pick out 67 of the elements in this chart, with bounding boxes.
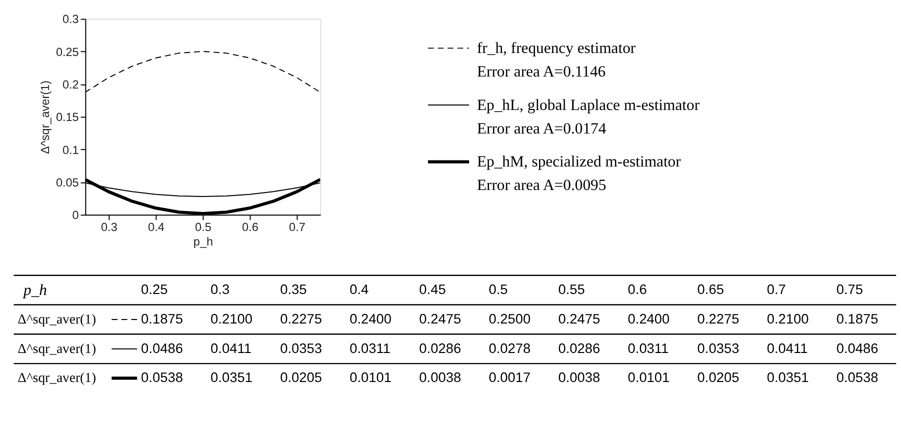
x-tick-label: 0.6	[242, 220, 259, 234]
data-label: 0.2100	[766, 311, 810, 326]
x-axis-title: p_h	[22, 282, 48, 299]
text: Error area A=0.0174	[476, 120, 606, 138]
x-tick-label: 0.4	[148, 220, 165, 234]
data-label: 0.0286	[419, 340, 462, 356]
y-tick-label: 0.2	[62, 78, 79, 92]
legend-label: Ep_hL, global Laplace m-estimator	[476, 96, 700, 114]
y-tick-label: Δ^sqr_aver(1)	[18, 311, 96, 326]
data-label: 0.0351	[210, 370, 252, 386]
legend-label: fr_h, frequency estimator	[476, 40, 636, 58]
x-tick-label: 0.4	[350, 282, 370, 297]
x-tick-label: 0.65	[697, 282, 724, 297]
x-tick-label: 0.35	[280, 282, 308, 297]
y-tick-label: 0.25	[56, 46, 80, 59]
data-label: 0.0311	[350, 340, 391, 356]
data-label: 0.0017	[488, 370, 531, 386]
y-tick-label: Δ^sqr_aver(1)	[18, 370, 96, 386]
data-label: 0.0411	[766, 340, 808, 356]
x-tick-label: 0.75	[836, 282, 864, 297]
data-label: 0.0205	[280, 370, 322, 386]
x-tick-label: 0.25	[141, 282, 168, 297]
data-label: 0.1875	[836, 311, 879, 326]
data-label: 0.0538	[836, 370, 879, 386]
data-label: 0.0101	[628, 370, 670, 386]
x-tick-label: 0.45	[419, 282, 446, 297]
text: Error area A=0.1146	[476, 64, 606, 81]
data-label: 0.0038	[419, 370, 462, 386]
y-tick-label: 0.05	[56, 176, 80, 190]
data-label: 0.2100	[210, 311, 253, 326]
data-label: 0.0101	[350, 370, 392, 386]
y-tick-label: 0	[72, 209, 80, 222]
data-label: 0.2475	[558, 311, 601, 326]
data-label: 0.2275	[697, 311, 740, 326]
x-tick-label: 0.7	[289, 220, 306, 234]
legend-label: Ep_hM, specialized m-estimator	[476, 154, 682, 171]
y-tick-label: 0.3	[62, 13, 80, 26]
data-label: 0.0486	[836, 340, 879, 356]
data-label: 0.2400	[628, 311, 670, 326]
x-tick-label: 0.55	[558, 282, 586, 297]
x-tick-label: 0.6	[628, 282, 648, 297]
x-tick-label: 0.3	[101, 220, 118, 234]
y-tick-label: Δ^sqr_aver(1)	[18, 340, 96, 356]
data-label: 0.0411	[210, 340, 252, 356]
data-label: 0.0311	[628, 340, 669, 356]
data-label: 0.0278	[488, 340, 531, 356]
x-tick-label: 0.5	[195, 220, 212, 234]
x-tick-label: 0.5	[488, 282, 508, 297]
x-tick-label: 0.3	[210, 282, 230, 297]
y-tick-label: 0.15	[56, 111, 80, 124]
data-label: 0.2400	[350, 311, 392, 326]
data-label: 0.0486	[141, 340, 184, 356]
data-label: 0.0538	[141, 370, 184, 386]
data-label: 0.0205	[697, 370, 740, 386]
x-axis-title: p_h	[193, 236, 214, 249]
data-label: 0.2275	[280, 311, 322, 326]
text: Error area A=0.0095	[476, 177, 606, 194]
data-label: 0.0353	[280, 340, 322, 356]
data-label: 0.2500	[488, 311, 531, 326]
data-label: 0.0038	[558, 370, 601, 386]
data-label: 0.2475	[419, 311, 462, 326]
data-label: 0.1875	[141, 311, 184, 326]
data-label: 0.0351	[766, 370, 809, 386]
data-label: 0.0286	[558, 340, 601, 356]
data-label: 0.0353	[697, 340, 740, 356]
y-tick-label: 0.1	[62, 144, 79, 157]
x-tick-label: 0.7	[766, 282, 786, 297]
